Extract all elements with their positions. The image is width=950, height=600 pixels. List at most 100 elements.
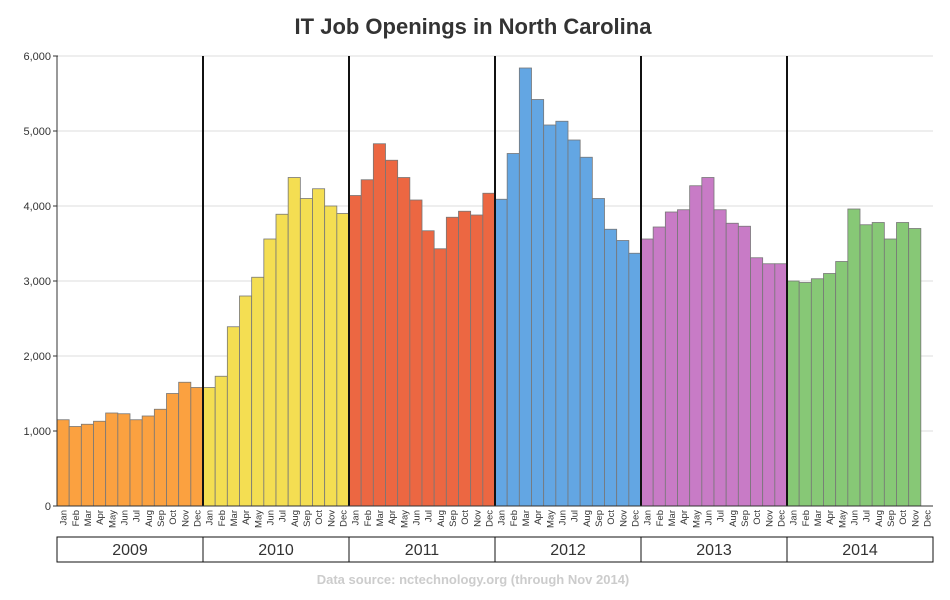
y-tick-label: 6,000 [23, 51, 51, 63]
month-tick-label: Oct [314, 510, 325, 525]
bar [433, 248, 447, 507]
bar [372, 143, 386, 507]
month-tick-label: Nov [472, 510, 483, 527]
month-tick-label: Oct [460, 510, 471, 525]
bar [299, 198, 313, 507]
month-tick-label: Jun [849, 510, 860, 525]
y-tick-label: 2,000 [23, 351, 51, 363]
bar [555, 120, 569, 507]
month-tick-label: May [691, 510, 702, 528]
year-label: 2014 [842, 542, 878, 559]
x-axis-year-boxes: 2009 2010 2011 2012 2013 2014 [56, 536, 934, 563]
bar [579, 156, 593, 507]
month-tick-label: Sep [448, 510, 459, 527]
bar [871, 222, 885, 507]
bar [896, 222, 910, 507]
month-tick-label: Jul [716, 510, 727, 522]
month-tick-label: Oct [752, 510, 763, 525]
bar [190, 387, 204, 507]
bar [750, 257, 764, 507]
month-tick-label: Dec [338, 510, 349, 527]
month-tick-label: Oct [898, 510, 909, 525]
month-tick-label: Apr [241, 510, 252, 525]
month-tick-label: Apr [679, 510, 690, 525]
bar [360, 179, 374, 507]
month-tick-label: May [107, 510, 118, 528]
bar [105, 412, 119, 507]
month-tick-label: Aug [436, 510, 447, 527]
bar [689, 185, 703, 507]
month-tick-label: Jun [557, 510, 568, 525]
month-tick-label: May [837, 510, 848, 528]
bar [725, 222, 739, 507]
bars [56, 67, 922, 507]
month-tick-label: Oct [606, 510, 617, 525]
month-tick-label: May [253, 510, 264, 528]
bar [628, 252, 642, 507]
year-label: 2010 [258, 542, 294, 559]
month-tick-label: Feb [217, 510, 228, 526]
bar [275, 213, 289, 507]
bar [226, 326, 240, 507]
bar [737, 225, 751, 507]
bar [543, 124, 557, 507]
bar [786, 280, 800, 507]
month-tick-label: Aug [144, 510, 155, 527]
y-tick-label: 0 [45, 501, 51, 513]
bar [153, 408, 167, 507]
bar [458, 210, 472, 507]
bar [616, 240, 630, 507]
month-tick-label: Feb [71, 510, 82, 526]
month-tick-label: Aug [728, 510, 739, 527]
month-tick-label: Mar [375, 510, 386, 526]
y-tick-label: 4,000 [23, 201, 51, 213]
bar [421, 230, 435, 507]
bar [470, 214, 484, 507]
month-tick-label: Mar [83, 510, 94, 526]
year-separators [57, 55, 788, 506]
bar [810, 278, 824, 507]
month-tick-label: Aug [582, 510, 593, 527]
bar [908, 228, 922, 507]
month-tick-label: Jul [132, 510, 143, 522]
bar [336, 213, 350, 507]
month-tick-label: Apr [387, 510, 398, 525]
bar [287, 177, 301, 507]
month-tick-label: Mar [521, 510, 532, 526]
month-tick-label: Feb [655, 510, 666, 526]
bar [567, 139, 581, 507]
month-tick-label: Jul [570, 510, 581, 522]
month-tick-label: Dec [630, 510, 641, 527]
bar [214, 375, 228, 507]
month-tick-label: Mar [813, 510, 824, 526]
bar [178, 381, 192, 507]
data-source-note: Data source: nctechnology.org (through N… [317, 572, 630, 587]
month-tick-label: Nov [910, 510, 921, 527]
y-tick-label: 3,000 [23, 276, 51, 288]
bar [677, 209, 691, 507]
month-tick-label: Oct [168, 510, 179, 525]
month-tick-label: Nov [764, 510, 775, 527]
bar [640, 238, 654, 507]
year-label: 2012 [550, 542, 586, 559]
month-tick-label: Jan [205, 510, 216, 525]
bar [835, 261, 849, 507]
bar [166, 393, 180, 507]
month-tick-label: Aug [290, 510, 301, 527]
month-tick-label: May [545, 510, 556, 528]
bar [518, 67, 532, 507]
bar [263, 238, 277, 507]
month-tick-label: Sep [302, 510, 313, 527]
bar [798, 282, 812, 507]
month-tick-label: Apr [825, 510, 836, 525]
bar [348, 195, 362, 507]
x-axis-month-ticks: Jan Feb Mar Apr May Jun Jul Aug Sep Oct Nov Dec Jan F… [59, 510, 934, 528]
month-tick-label: Jan [643, 510, 654, 525]
bar [591, 198, 605, 507]
bar [312, 188, 326, 507]
month-tick-label: Dec [484, 510, 495, 527]
month-tick-label: Jan [351, 510, 362, 525]
month-tick-label: Sep [740, 510, 751, 527]
month-tick-label: Jun [411, 510, 422, 525]
